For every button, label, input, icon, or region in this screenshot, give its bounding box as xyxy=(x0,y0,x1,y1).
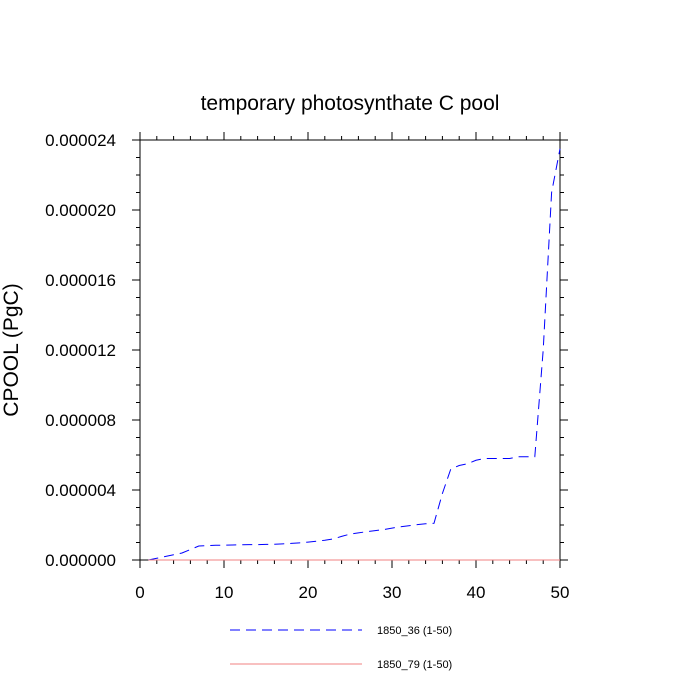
axes: 0 10 20 30 40 50 0.000000 0.000004 0.000008 0.000… xyxy=(45,131,569,602)
y-tick-label: 0.000004 xyxy=(45,481,116,500)
x-tick-label: 40 xyxy=(467,583,486,602)
series-group xyxy=(148,148,561,561)
x-tick-label: 30 xyxy=(383,583,402,602)
x-tick-label: 0 xyxy=(135,583,144,602)
y-tick-label: 0.000000 xyxy=(45,551,116,570)
y-tick-label: 0.000020 xyxy=(45,201,116,220)
legend-label-1: 1850_36 (1-50) xyxy=(377,625,452,637)
y-tick-label: 0.000012 xyxy=(45,341,116,360)
chart-title: temporary photosynthate C pool xyxy=(201,92,500,115)
y-tick-label: 0.000024 xyxy=(45,131,116,150)
legend-label-2: 1850_79 (1-50) xyxy=(377,659,452,671)
series-line-1 xyxy=(148,148,561,561)
x-tick-label: 20 xyxy=(299,583,318,602)
y-tick-label: 0.000016 xyxy=(45,271,116,290)
x-tick-label: 10 xyxy=(215,583,234,602)
legend: 1850_36 (1-50) 1850_79 (1-50) xyxy=(230,625,452,671)
y-tick-label: 0.000008 xyxy=(45,411,116,430)
y-axis-label: CPOOL (PgC) xyxy=(0,283,23,416)
x-tick-label: 50 xyxy=(551,583,570,602)
plot-frame xyxy=(139,139,561,561)
